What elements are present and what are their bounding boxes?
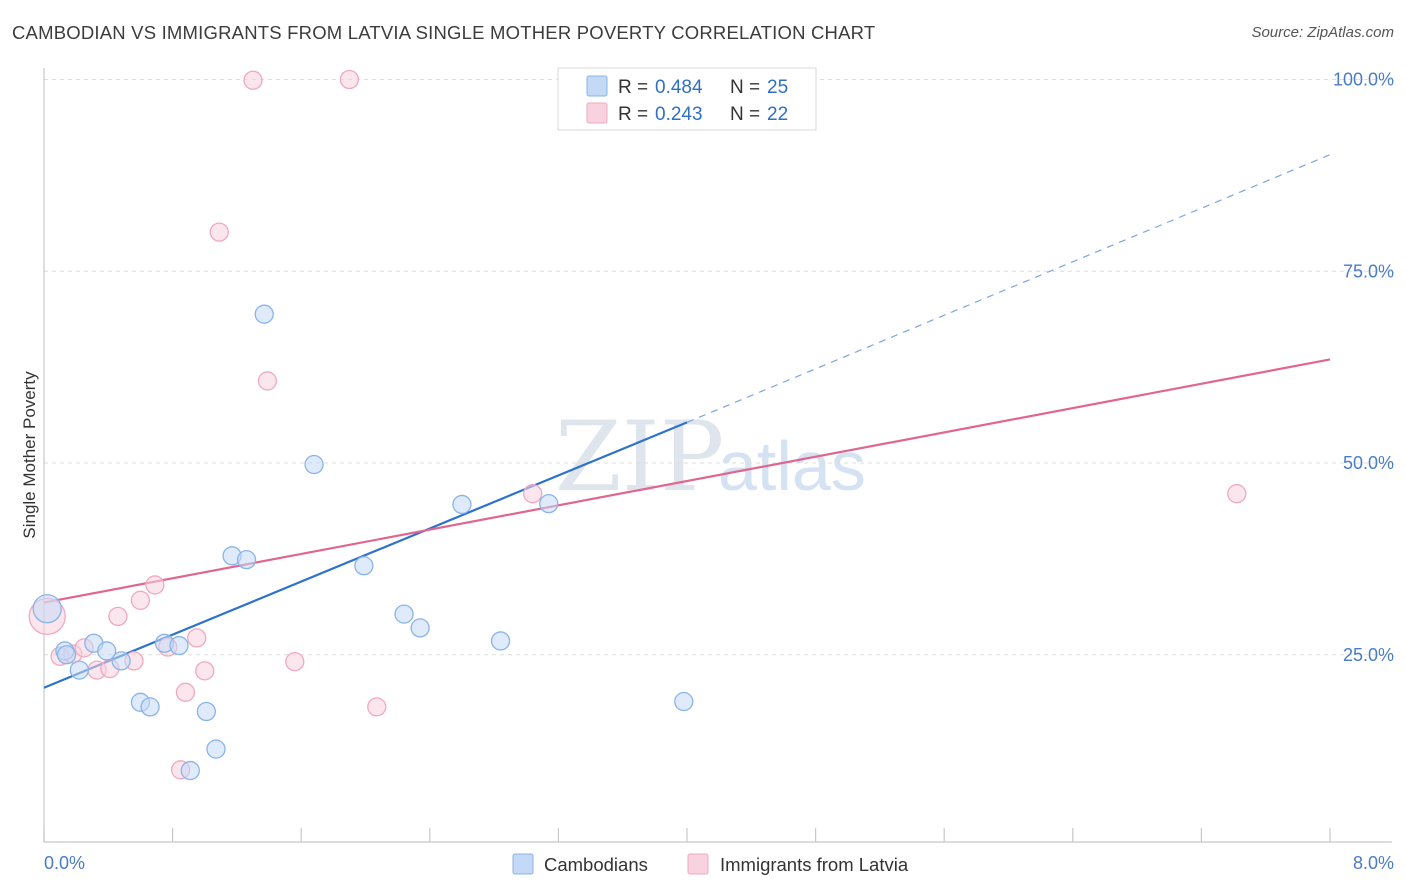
point-latvia-22 xyxy=(1227,484,1247,504)
point-cambodians-23 xyxy=(674,691,694,712)
data-points xyxy=(28,69,1247,781)
point-cambodians-11 xyxy=(196,701,217,722)
trend-lines xyxy=(43,154,1331,689)
point-latvia-6 xyxy=(108,606,128,627)
point-cambodians-9 xyxy=(169,635,189,656)
trend-line-cambodians-extension xyxy=(686,154,1331,423)
point-cambodians-21 xyxy=(490,631,511,651)
point-cambodians-12 xyxy=(206,739,226,759)
point-cambodians-16 xyxy=(304,454,324,475)
legend-n-value-1: 25 xyxy=(767,77,788,98)
x-tick-label-max: 8.0% xyxy=(1353,853,1394,873)
legend-label-latvia: Immigrants from Latvia xyxy=(720,854,909,875)
stats-legend: R = 0.484 N = 25 R = 0.243 N = 22 xyxy=(557,67,817,131)
point-latvia-17 xyxy=(257,371,278,391)
point-cambodians-20 xyxy=(452,494,472,515)
point-latvia-13 xyxy=(187,628,207,648)
point-latvia-18 xyxy=(285,652,305,672)
point-cambodians-2 xyxy=(69,660,90,680)
legend-r-value-1: 0.484 xyxy=(655,77,703,98)
y-tick-labels: 25.0% 50.0% 75.0% 100.0% xyxy=(1333,70,1394,665)
point-latvia-9 xyxy=(145,575,165,595)
point-cambodians-10 xyxy=(180,760,200,781)
series-legend: Cambodians Immigrants from Latvia xyxy=(512,853,909,875)
legend-n-label-1: N = xyxy=(730,77,760,98)
point-latvia-15 xyxy=(209,222,229,242)
point-cambodians-19 xyxy=(410,618,430,638)
point-cambodians-18 xyxy=(394,604,414,624)
watermark-atlas: atlas xyxy=(718,427,866,505)
y-tick-label-2: 75.0% xyxy=(1343,261,1394,281)
y-tick-label-1: 50.0% xyxy=(1343,453,1394,473)
point-cambodians-4 xyxy=(97,641,117,661)
point-cambodians-5 xyxy=(111,651,131,671)
point-cambodians-22 xyxy=(539,494,559,514)
y-tick-label-0: 25.0% xyxy=(1343,645,1394,665)
point-cambodians-0 xyxy=(32,594,62,624)
legend-r-label-1: R = xyxy=(618,77,648,98)
source-label: Source: ZipAtlas.com xyxy=(1251,24,1394,41)
point-cambodians-7 xyxy=(140,697,160,717)
point-cambodians-15 xyxy=(254,304,274,324)
point-cambodians-17 xyxy=(354,556,374,576)
point-cambodians-24 xyxy=(56,645,77,665)
legend-swatch-latvia xyxy=(586,102,608,124)
trend-line-latvia xyxy=(43,358,1331,604)
axes xyxy=(43,68,1392,843)
legend-n-value-2: 22 xyxy=(767,104,788,125)
legend-r-label-2: R = xyxy=(618,104,648,125)
point-latvia-20 xyxy=(367,697,387,717)
y-axis-label: Single Mother Poverty xyxy=(20,371,39,539)
chart-title: CAMBODIAN VS IMMIGRANTS FROM LATVIA SING… xyxy=(12,22,876,43)
point-latvia-12 xyxy=(175,682,196,702)
point-latvia-8 xyxy=(130,590,151,610)
legend-swatch-cambodians xyxy=(586,75,608,97)
point-latvia-14 xyxy=(195,661,215,681)
legend-r-value-2: 0.243 xyxy=(655,104,703,125)
watermark-zip: ZIP xyxy=(555,401,724,513)
trend-line-cambodians xyxy=(43,421,688,689)
point-latvia-16 xyxy=(243,70,263,90)
x-tick-label-min: 0.0% xyxy=(44,853,85,873)
gridlines xyxy=(44,79,1392,656)
point-latvia-21 xyxy=(523,484,543,504)
legend-swatch-cambodians-bottom xyxy=(512,853,534,875)
legend-n-label-2: N = xyxy=(730,104,760,125)
x-ticks xyxy=(43,828,1331,842)
point-latvia-19 xyxy=(339,69,360,90)
y-tick-label-3: 100.0% xyxy=(1333,70,1394,90)
legend-swatch-latvia-bottom xyxy=(687,853,709,875)
legend-label-cambodians: Cambodians xyxy=(544,854,648,875)
point-cambodians-14 xyxy=(236,549,257,570)
